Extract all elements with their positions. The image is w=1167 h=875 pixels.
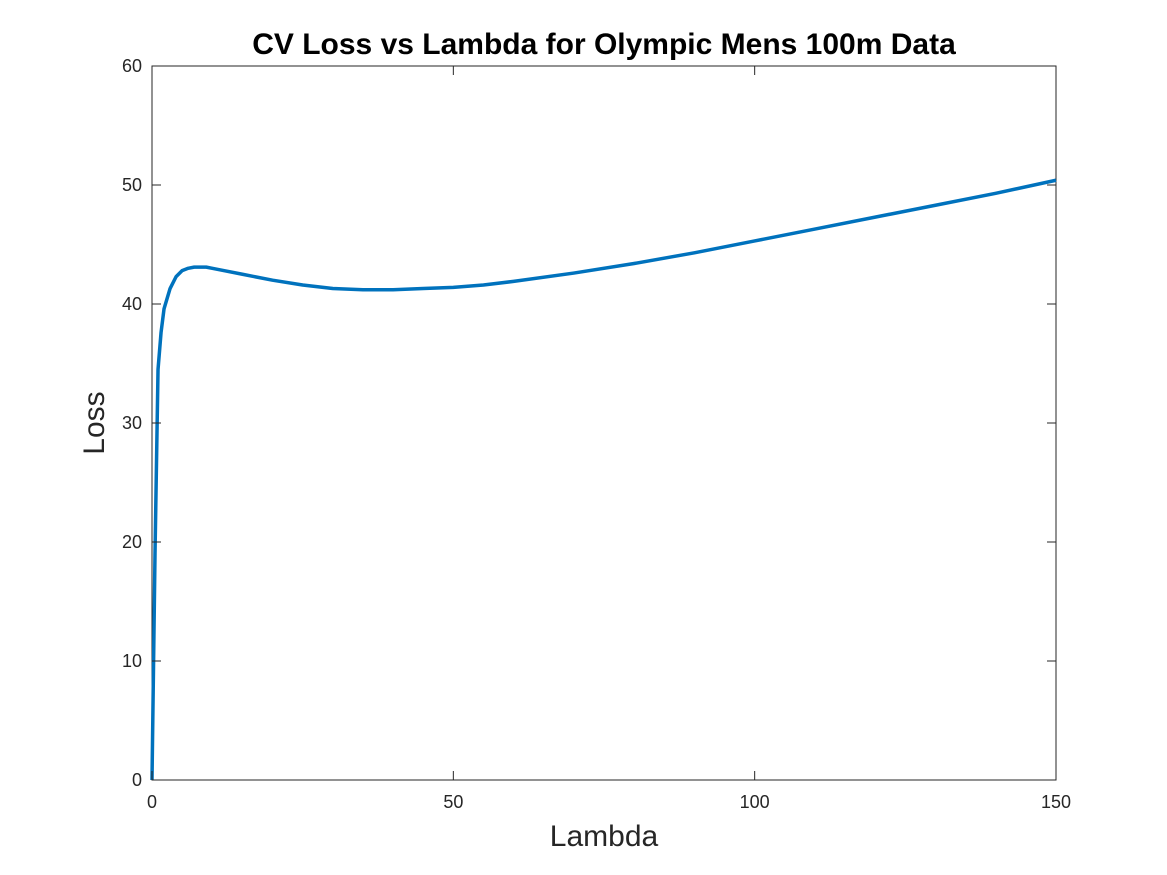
y-tick-label: 0 [132, 770, 142, 790]
y-tick-label: 40 [122, 294, 142, 314]
plot-area [151, 65, 1057, 781]
y-tick-label: 60 [122, 56, 142, 76]
x-axis-title: Lambda [550, 820, 659, 853]
y-tick-label: 50 [122, 175, 142, 195]
x-axis-ticks: 0 50 100 150 [147, 66, 1071, 812]
y-tick-label: 30 [122, 413, 142, 433]
x-tick-label: 0 [147, 792, 157, 812]
y-axis-ticks: 0 10 20 30 40 50 60 [122, 56, 1056, 790]
series-layer [150, 178, 1057, 781]
x-tick-label: 150 [1041, 792, 1071, 812]
y-tick-label: 20 [122, 532, 142, 552]
plot-box [151, 65, 1057, 781]
y-axis-title: Loss [78, 391, 111, 454]
series-line [150, 178, 1057, 781]
y-tick-label: 10 [122, 651, 142, 671]
x-tick-label: 50 [443, 792, 463, 812]
x-tick-label: 100 [740, 792, 770, 812]
chart-title: CV Loss vs Lambda for Olympic Mens 100m … [252, 28, 956, 61]
